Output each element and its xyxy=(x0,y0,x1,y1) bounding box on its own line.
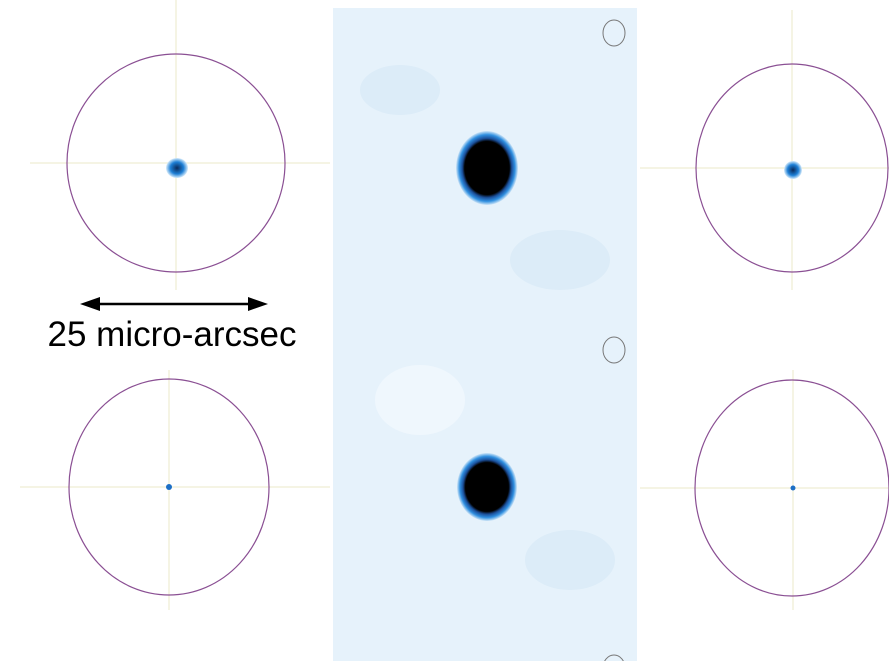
right-panels xyxy=(640,10,889,610)
source xyxy=(457,453,517,521)
noise xyxy=(525,530,615,590)
scale-label: 25 micro-arcsec xyxy=(48,315,297,354)
noise xyxy=(510,230,610,290)
arrow-head xyxy=(248,297,268,311)
source xyxy=(166,484,172,490)
figure: 25 micro-arcsec xyxy=(0,0,889,661)
center-panel xyxy=(333,8,637,661)
source xyxy=(784,161,802,179)
scale-bar: 25 micro-arcsec xyxy=(48,297,297,354)
source xyxy=(791,486,796,491)
arrow-head xyxy=(80,297,100,311)
noise xyxy=(375,365,465,435)
noise xyxy=(360,65,440,115)
source xyxy=(456,131,518,205)
source xyxy=(166,158,188,178)
